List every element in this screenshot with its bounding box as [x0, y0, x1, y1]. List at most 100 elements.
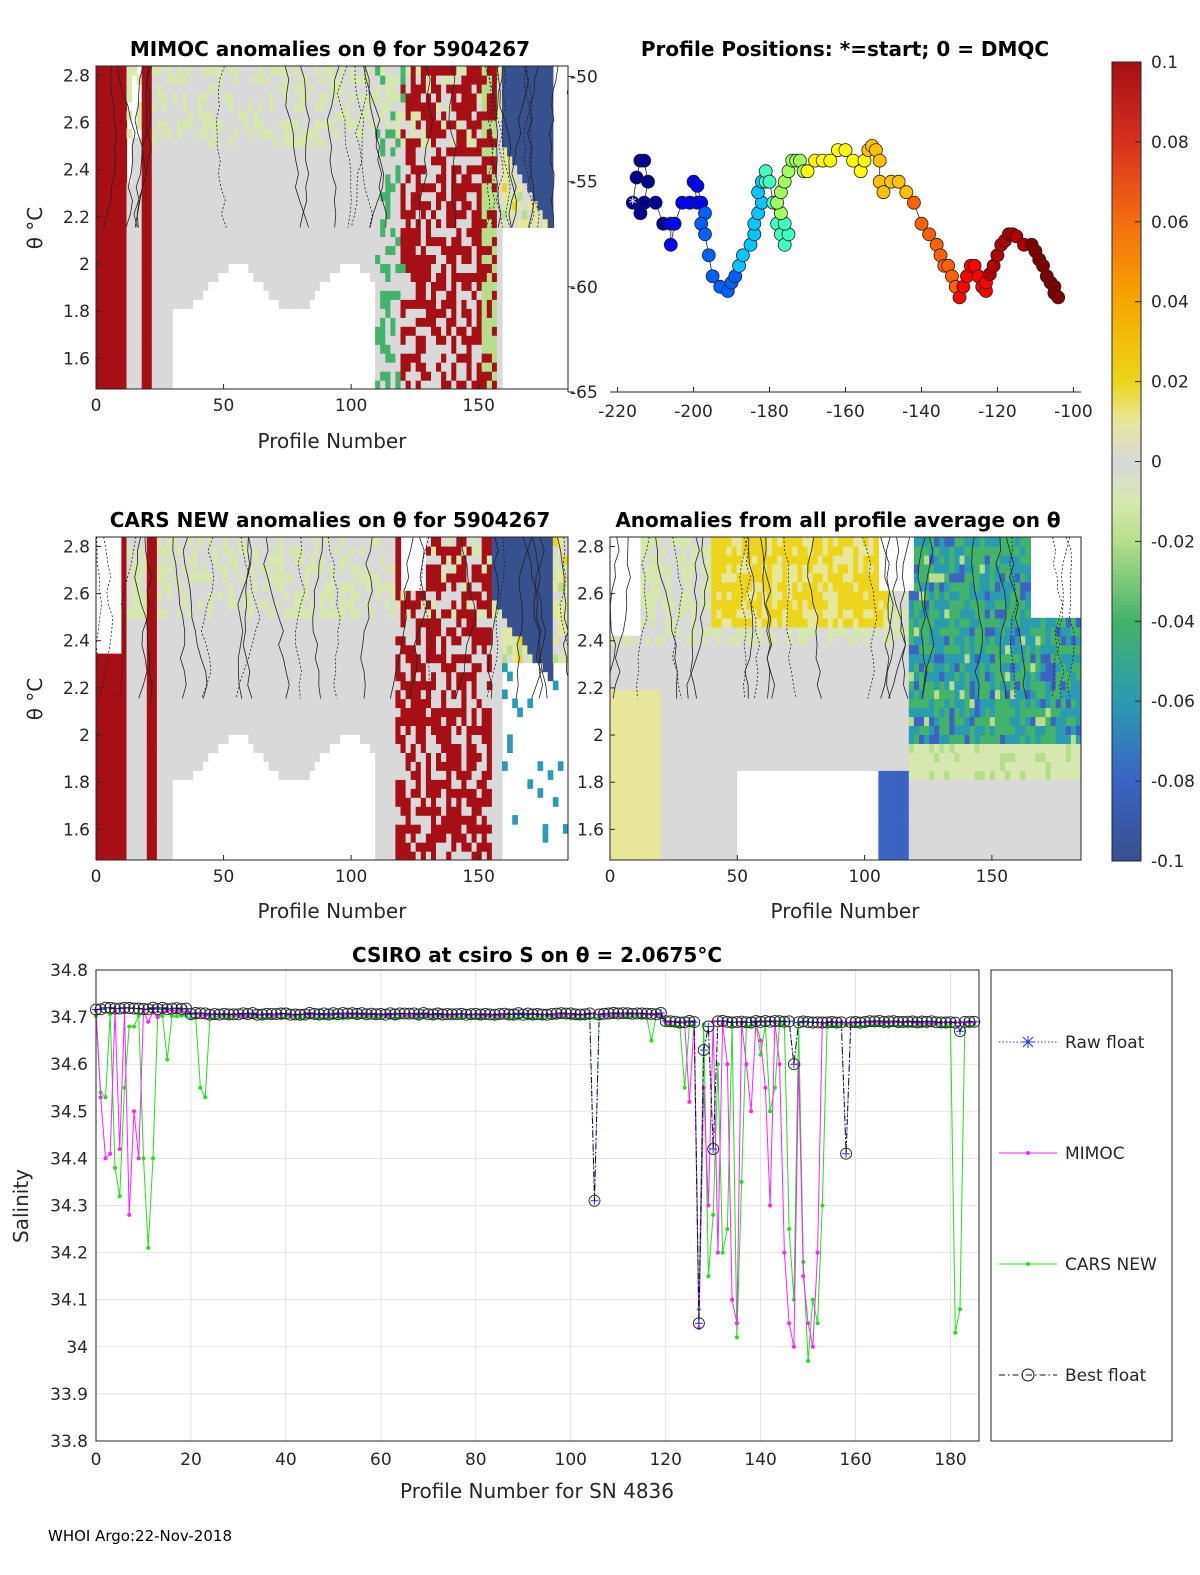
mimoc-cell [471, 272, 478, 282]
cars-cell [172, 698, 178, 709]
mimoc-cell [491, 146, 498, 157]
cars-cell [121, 842, 128, 852]
cars-cell [476, 725, 483, 735]
cars-cell [405, 725, 412, 735]
cars-cell [436, 815, 442, 825]
mimoc-cell [436, 254, 442, 264]
cars-cell [258, 662, 265, 673]
mimoc-cell [222, 236, 229, 247]
cars-cell [344, 572, 351, 583]
cars-cell [162, 537, 168, 547]
cars-cell [461, 788, 468, 798]
cars-cell [314, 537, 320, 547]
cars-cell [334, 734, 341, 744]
mimoc-cell [451, 146, 457, 157]
mimoc-cell [456, 263, 462, 273]
cars-cell [283, 554, 290, 565]
cars-cell [238, 644, 244, 655]
mimoc-cell [187, 200, 194, 211]
mimoc-cell [141, 335, 148, 345]
mimoc-cell [309, 83, 315, 94]
mimoc-cell [248, 191, 254, 202]
cars-cell [172, 537, 178, 547]
cars-cell [248, 662, 254, 673]
mimoc-cell [253, 200, 259, 211]
mimoc-cell [471, 245, 478, 255]
mimoc-cell [425, 335, 432, 345]
mimoc-cell [96, 317, 102, 327]
cars-cell [329, 698, 336, 709]
cars-cell [425, 716, 432, 726]
cars-cell [451, 671, 457, 682]
cars-cell [233, 716, 239, 726]
mimoc-cell [131, 272, 138, 282]
cars-cell [136, 644, 143, 655]
cars-cell [309, 554, 315, 565]
mimoc-cell [410, 299, 417, 309]
mimoc-cell [182, 263, 188, 273]
mimoc-cell [436, 119, 442, 130]
cars-cell [268, 707, 275, 718]
mimoc-cell [359, 200, 366, 211]
cars-cell [233, 671, 239, 682]
mimoc-cell [187, 155, 194, 166]
cars-cell [121, 554, 128, 565]
mimoc-cell [182, 155, 188, 166]
cars-cell [126, 546, 133, 556]
cars-cell [121, 806, 128, 816]
mimoc-cell [542, 101, 549, 112]
mimoc-cell [390, 164, 397, 175]
mimoc-cell [354, 83, 361, 94]
mimoc-cell [344, 137, 351, 148]
mimoc-cell [476, 137, 483, 148]
cars-cell [187, 626, 194, 637]
cars-cell [476, 734, 483, 744]
mimoc-cell [111, 326, 117, 336]
mimoc-cell [451, 263, 457, 273]
cars-cell [390, 851, 397, 860]
cars-cell [278, 546, 285, 556]
mimoc-cell [162, 173, 168, 184]
cars-cell [359, 608, 366, 619]
cars-cell [405, 797, 412, 807]
cars-cell [248, 581, 254, 592]
mimoc-cell [334, 209, 341, 220]
cars-cell [141, 546, 148, 556]
cars-cell [344, 599, 351, 610]
cars-cell [273, 617, 280, 628]
mimoc-cell [243, 182, 249, 193]
mimoc-cell [167, 245, 173, 255]
mimoc-cell [491, 75, 498, 85]
mimoc-cell [258, 227, 265, 238]
mimoc-cell [400, 245, 407, 255]
mimoc-cell [431, 182, 437, 193]
cars-cell [354, 644, 361, 655]
mimoc-cell [177, 236, 183, 247]
mimoc-cell [192, 101, 199, 112]
cars-cell [395, 671, 402, 682]
cars-cell [456, 537, 462, 547]
mimoc-cell [233, 75, 239, 85]
cars-cell [283, 716, 290, 726]
cars-cell [425, 779, 432, 789]
cars-cell [288, 590, 295, 601]
cars-cell [162, 581, 168, 592]
mimoc-cell [288, 218, 295, 229]
mimoc-cell [293, 254, 300, 264]
mimoc-cell [491, 110, 498, 121]
mimoc-cell [370, 101, 376, 112]
mimoc-cell [151, 335, 158, 345]
cars-cell [385, 788, 391, 798]
cars-cell [131, 797, 138, 807]
mimoc-cell [248, 92, 254, 103]
mimoc-cell [172, 110, 178, 121]
mimoc-cell [400, 335, 407, 345]
cars-cell [456, 635, 462, 646]
mimoc-cell [151, 92, 158, 103]
cars-cell [436, 581, 442, 592]
mimoc-cell [182, 218, 188, 229]
mimoc-cell [299, 299, 305, 309]
mimoc-cell [212, 218, 219, 229]
cars-cell [151, 815, 158, 825]
mimoc-cell [542, 83, 549, 94]
